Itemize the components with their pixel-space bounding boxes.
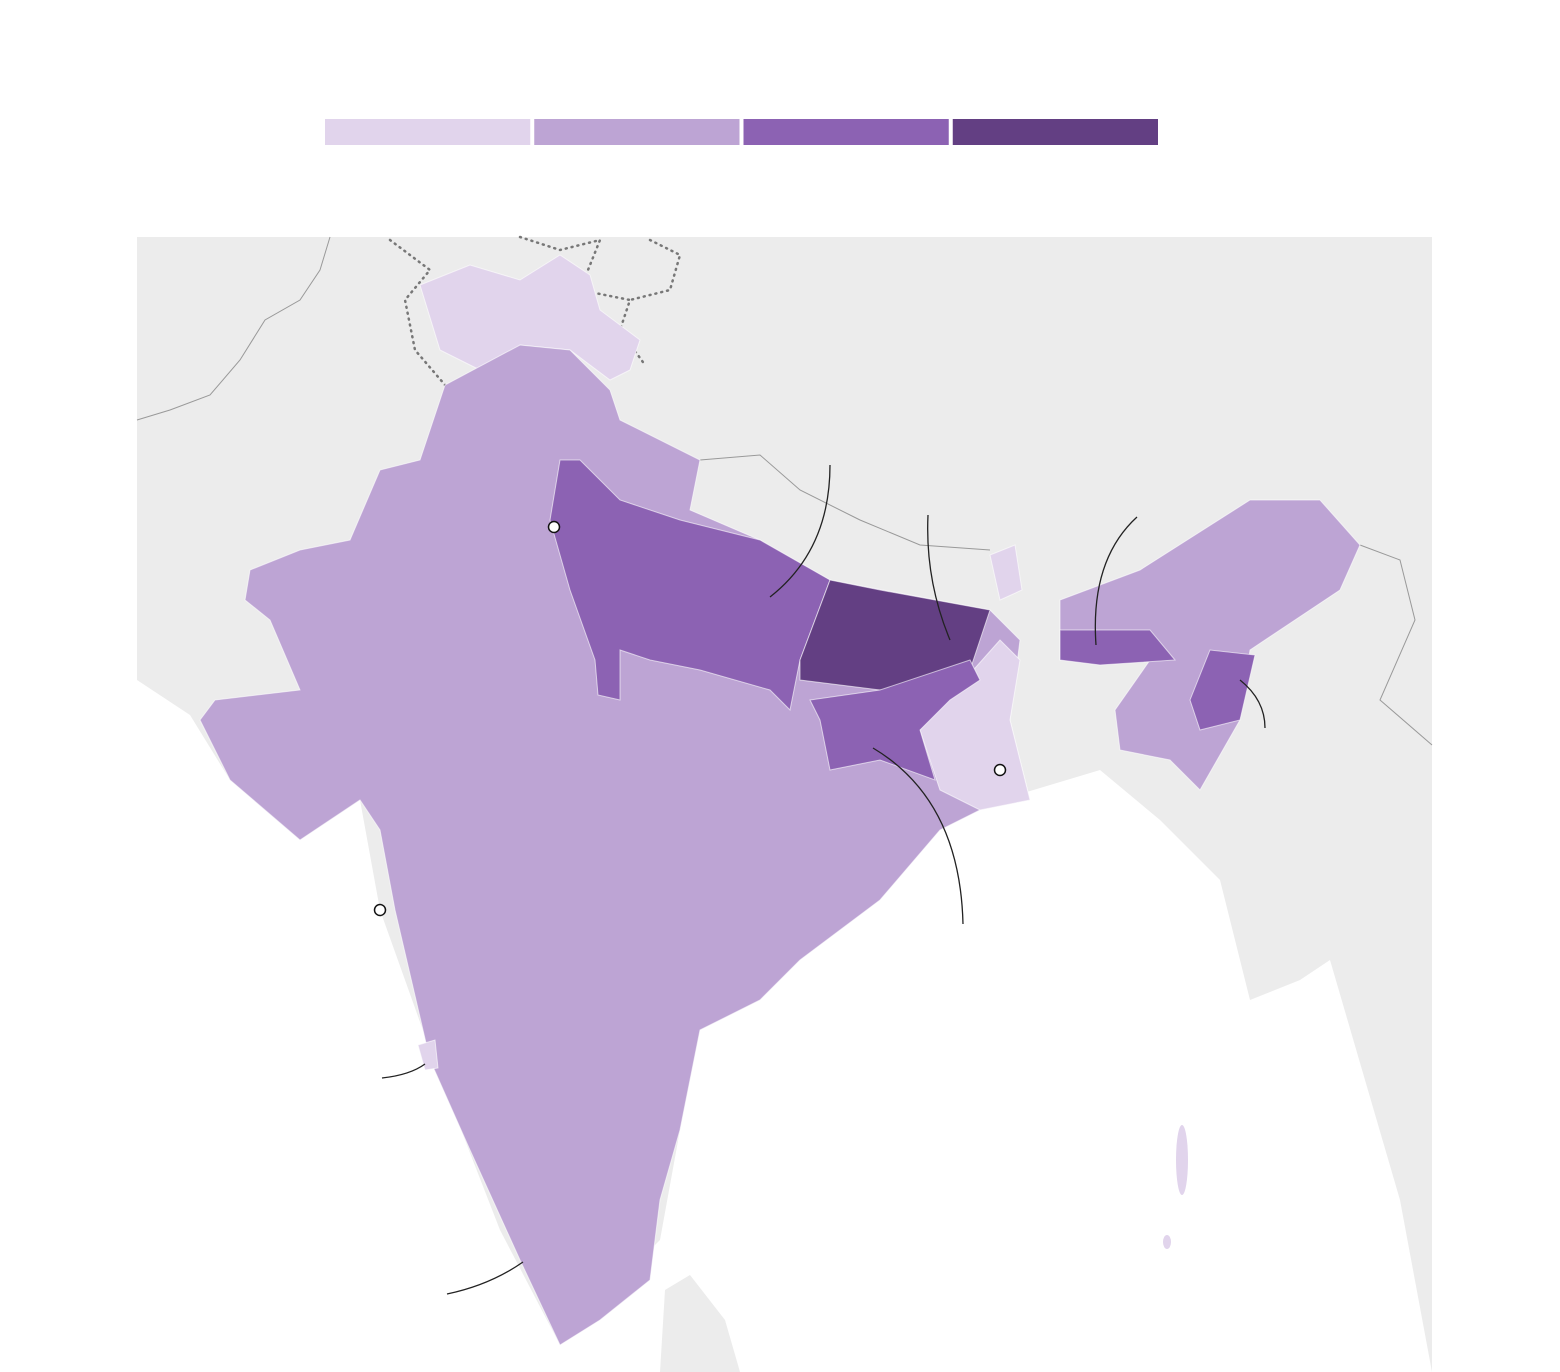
country-border	[1359, 544, 1433, 746]
callout-line	[446, 1261, 524, 1295]
legend-swatch	[952, 119, 1158, 145]
legend-swatch	[743, 119, 949, 145]
legend-swatch	[534, 119, 740, 145]
region	[417, 1039, 439, 1071]
callout-line	[872, 747, 964, 925]
city-marker	[373, 903, 387, 917]
region	[1059, 629, 1177, 666]
country-border	[136, 236, 331, 421]
city-marker	[993, 763, 1007, 777]
callout-line	[381, 1063, 426, 1079]
callout-line	[769, 464, 831, 598]
map	[136, 235, 1433, 1372]
islands	[1176, 1125, 1188, 1195]
legend-swatch	[325, 119, 531, 145]
legend	[325, 119, 1158, 145]
islands	[1163, 1235, 1171, 1249]
callout-line	[1094, 516, 1138, 646]
callout-line	[927, 514, 951, 641]
sri-lanka	[660, 1275, 740, 1372]
country-border	[699, 454, 991, 551]
region	[549, 459, 831, 712]
sea	[137, 680, 1432, 1372]
region	[809, 659, 981, 781]
callout-line	[1239, 679, 1266, 729]
city-marker	[547, 520, 561, 534]
region	[989, 544, 1023, 601]
